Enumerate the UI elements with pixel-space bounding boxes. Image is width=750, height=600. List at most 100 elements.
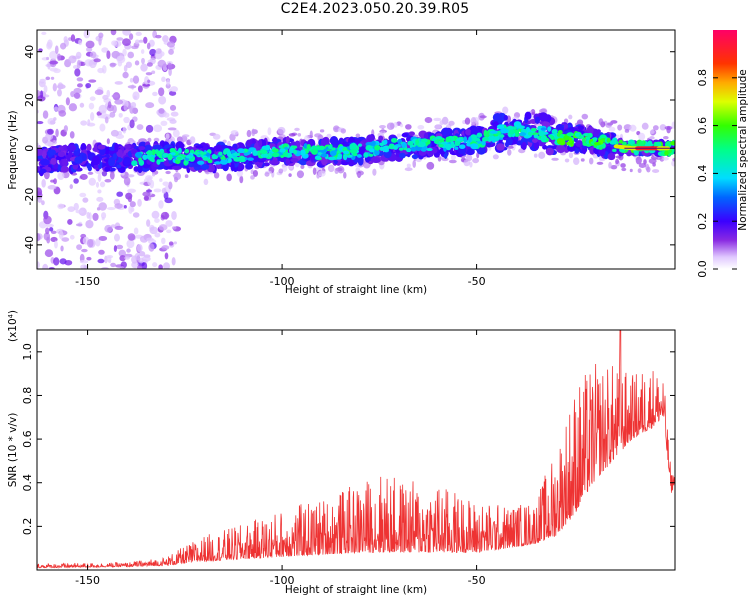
y-tick-label: -20 — [23, 188, 36, 206]
noise-blob — [649, 136, 655, 140]
noise-blob — [115, 244, 124, 250]
noise-blob — [137, 85, 143, 93]
noise-blob — [173, 176, 179, 183]
noise-blob — [479, 115, 487, 119]
band-core-blob — [138, 159, 145, 166]
band-blob — [114, 142, 119, 153]
colorbar-gradient — [713, 30, 737, 269]
noise-blob — [37, 261, 40, 269]
noise-blob — [88, 79, 97, 83]
noise-blob — [104, 178, 112, 183]
band-core-blob — [363, 152, 369, 158]
band-blob — [61, 158, 68, 167]
noise-blob — [109, 111, 116, 118]
noise-blob — [46, 128, 54, 135]
x-tick-label: -50 — [468, 275, 486, 288]
band-core-blob — [398, 147, 404, 151]
noise-blob — [294, 127, 300, 132]
colorbar-tick-label: 0.2 — [696, 212, 709, 230]
noise-blob — [78, 39, 83, 46]
noise-blob — [57, 53, 61, 61]
band-core-blob — [393, 145, 399, 150]
band-core-blob — [265, 144, 271, 151]
band-core-blob — [131, 160, 138, 167]
noise-blob — [146, 42, 151, 50]
noise-blob — [152, 262, 158, 268]
noise-blob — [100, 212, 107, 219]
band-core-blob — [327, 145, 333, 150]
noise-blob — [507, 149, 512, 156]
band-core-blob — [418, 142, 424, 146]
noise-blob — [581, 113, 589, 120]
noise-blob — [155, 48, 162, 55]
noise-blob — [116, 37, 124, 41]
noise-blob — [50, 230, 57, 235]
band-core-blob — [509, 129, 515, 135]
x-tick-label: -100 — [270, 574, 295, 587]
band-blob — [470, 127, 480, 136]
noise-blob — [54, 240, 58, 249]
noise-blob — [116, 191, 124, 197]
noise-blob — [106, 138, 110, 145]
snr-x-ticks: -150 -100 -50 — [75, 330, 486, 587]
y-tick-label: 0.2 — [21, 518, 34, 536]
band-blob — [195, 144, 204, 149]
band-core-blob — [321, 153, 328, 158]
noise-blob — [73, 202, 79, 211]
noise-blob — [160, 120, 168, 127]
noise-blob — [189, 136, 196, 144]
noise-blob — [123, 103, 128, 111]
noise-blob — [648, 158, 657, 164]
band-core-blob — [238, 155, 246, 162]
noise-blob — [169, 119, 177, 124]
noise-blob — [296, 170, 304, 179]
noise-blob — [162, 35, 169, 43]
band-core-blob — [540, 135, 547, 143]
spectrogram-y-label: Frequency (Hz) — [7, 110, 19, 189]
noise-blob — [41, 179, 46, 188]
band-core-blob — [199, 151, 207, 156]
snr-y-label: SNR (10 * v/v) — [7, 413, 19, 488]
colorbar-tick-label: 0.4 — [696, 165, 709, 183]
noise-blob — [136, 244, 143, 253]
colorbar-ticks: 0.0 0.2 0.4 0.6 0.8 — [696, 69, 737, 278]
band-core-blob — [489, 130, 498, 134]
noise-blob — [161, 187, 167, 194]
noise-blob — [171, 226, 177, 230]
noise-blob — [110, 262, 117, 268]
band-blob — [123, 156, 131, 166]
noise-blob — [106, 50, 111, 60]
band-core-blob — [390, 137, 398, 143]
y-tick-label: 40 — [23, 45, 36, 59]
noise-blob — [42, 94, 50, 98]
noise-blob — [151, 70, 156, 75]
noise-blob — [128, 33, 134, 41]
noise-blob — [114, 81, 123, 85]
band-blob — [465, 148, 475, 156]
noise-blob — [49, 227, 54, 232]
noise-blob — [337, 166, 345, 174]
noise-blob — [127, 233, 136, 241]
noise-blob — [161, 76, 166, 83]
band-core-blob — [551, 129, 558, 134]
noise-blob — [152, 91, 158, 97]
noise-blob — [122, 38, 131, 47]
band-blob — [408, 131, 415, 136]
noise-blob — [568, 114, 573, 120]
noise-blob — [53, 106, 59, 112]
noise-blob — [123, 116, 130, 124]
colorbar-tick-label: 0.8 — [696, 69, 709, 87]
band-core-blob — [476, 132, 483, 138]
band-core-blob — [212, 155, 219, 160]
band-blob — [503, 114, 508, 121]
band-core-blob — [582, 142, 588, 146]
band-core-blob — [368, 148, 375, 153]
noise-blob — [138, 251, 146, 257]
noise-blob — [264, 172, 270, 177]
noise-blob — [126, 239, 135, 249]
noise-blob — [127, 196, 133, 203]
noise-blob — [153, 124, 163, 133]
noise-blob — [159, 178, 163, 183]
noise-blob — [42, 263, 49, 269]
